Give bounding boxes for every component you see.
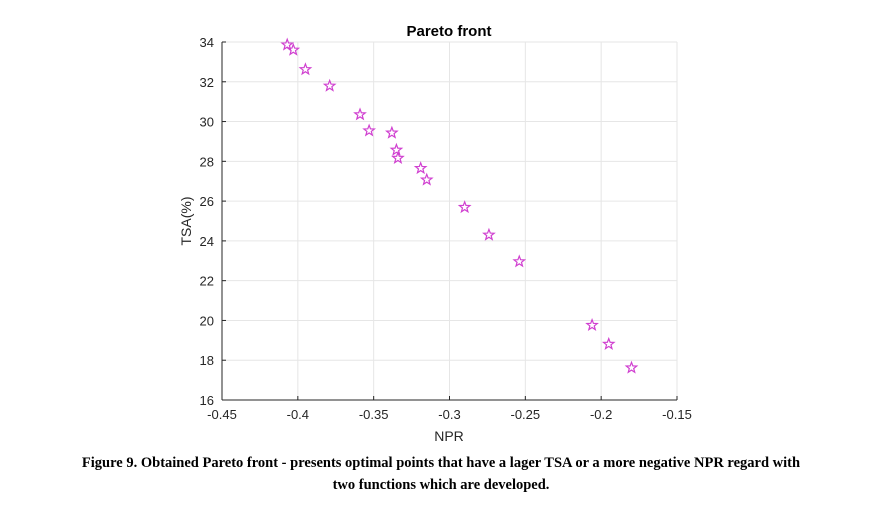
data-point-star: [601, 336, 616, 350]
x-tick-label: -0.4: [287, 407, 309, 422]
y-tick-label: 26: [200, 194, 214, 209]
x-tick-label: -0.45: [207, 407, 237, 422]
x-tick-label: -0.15: [662, 407, 692, 422]
data-point-star: [298, 62, 313, 76]
figure-caption: Figure 9. Obtained Pareto front - presen…: [0, 452, 882, 496]
y-tick-label: 32: [200, 75, 214, 90]
data-point-star: [419, 172, 434, 186]
y-tick-label: 22: [200, 274, 214, 289]
data-point-star: [624, 360, 639, 374]
caption-line-2: two functions which are developed.: [332, 477, 550, 493]
data-point-star: [413, 161, 428, 175]
chart-title: Pareto front: [406, 23, 491, 40]
x-tick-label: -0.3: [438, 407, 460, 422]
x-ticks: -0.45 -0.4 -0.35 -0.3 -0.25 -0.2 -0.15: [207, 396, 692, 422]
data-points: [280, 37, 639, 374]
x-axis-label: NPR: [434, 428, 464, 444]
data-point-star: [322, 78, 337, 92]
y-tick-label: 34: [200, 35, 214, 50]
data-point-star: [389, 142, 404, 156]
y-tick-label: 20: [200, 313, 214, 328]
data-point-star: [457, 200, 472, 214]
data-point-star: [585, 318, 599, 332]
x-tick-label: -0.35: [359, 407, 389, 422]
data-point-star: [280, 37, 295, 51]
data-point-star: [385, 125, 399, 139]
data-point-star: [482, 227, 496, 241]
y-tick-label: 30: [200, 115, 214, 130]
data-point-star: [362, 123, 376, 137]
y-tick-label: 24: [200, 234, 214, 249]
data-point-star: [391, 150, 405, 164]
y-axis-label: TSA(%): [178, 197, 194, 246]
y-ticks: 16 18 20 22 24 26 28 30 32 34: [200, 35, 226, 408]
x-tick-label: -0.25: [511, 407, 541, 422]
data-point-star: [353, 107, 367, 121]
y-tick-label: 18: [200, 353, 214, 368]
data-point-star: [286, 42, 301, 56]
y-tick-label: 16: [200, 393, 214, 408]
caption-line-1: Figure 9. Obtained Pareto front - presen…: [81, 455, 801, 471]
y-tick-label: 28: [200, 154, 214, 169]
data-point-star: [512, 254, 527, 268]
x-tick-label: -0.2: [590, 407, 612, 422]
pareto-chart: -0.45 -0.4 -0.35 -0.3 -0.25 -0.2 -0.15 16 18 20 2…: [178, 23, 692, 444]
grid: [221, 41, 678, 401]
